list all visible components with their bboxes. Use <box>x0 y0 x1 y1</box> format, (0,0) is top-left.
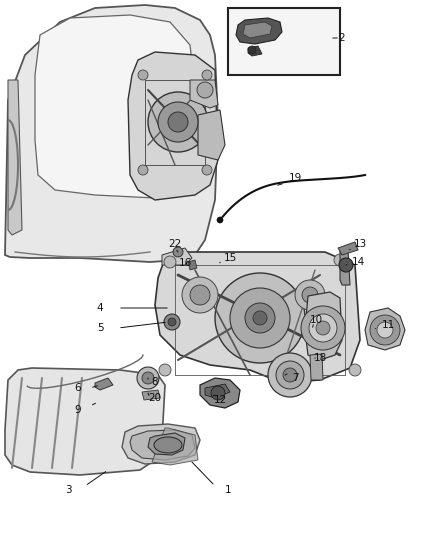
Text: 15: 15 <box>223 253 237 263</box>
Text: 5: 5 <box>97 323 103 333</box>
Bar <box>228 8 340 75</box>
Polygon shape <box>152 428 198 465</box>
Polygon shape <box>95 378 113 390</box>
Text: 20: 20 <box>148 393 162 403</box>
Text: 4: 4 <box>97 303 103 313</box>
Circle shape <box>301 306 345 350</box>
Circle shape <box>148 92 208 152</box>
Circle shape <box>173 247 183 257</box>
Text: 22: 22 <box>168 239 182 249</box>
Circle shape <box>159 364 171 376</box>
Circle shape <box>377 322 393 338</box>
Text: 2: 2 <box>339 33 345 43</box>
Polygon shape <box>35 15 195 198</box>
Circle shape <box>164 256 176 268</box>
Polygon shape <box>340 250 350 285</box>
Text: 3: 3 <box>65 485 71 495</box>
Text: 19: 19 <box>288 173 302 183</box>
Circle shape <box>339 258 353 272</box>
Circle shape <box>215 273 305 363</box>
Circle shape <box>137 367 159 389</box>
Circle shape <box>158 102 198 142</box>
Circle shape <box>283 368 297 382</box>
Text: 1: 1 <box>225 485 231 495</box>
Text: 7: 7 <box>292 373 298 383</box>
Polygon shape <box>155 252 360 382</box>
Text: 10: 10 <box>309 315 322 325</box>
Polygon shape <box>198 110 225 160</box>
Circle shape <box>276 361 304 389</box>
Polygon shape <box>5 368 165 475</box>
Circle shape <box>316 321 330 335</box>
Polygon shape <box>365 308 405 350</box>
Polygon shape <box>200 378 240 408</box>
Circle shape <box>253 311 267 325</box>
Text: 16: 16 <box>178 258 192 268</box>
Circle shape <box>211 386 225 400</box>
Circle shape <box>164 314 180 330</box>
Circle shape <box>190 285 210 305</box>
Circle shape <box>138 70 148 80</box>
Polygon shape <box>188 260 197 270</box>
Text: 8: 8 <box>152 377 158 387</box>
Circle shape <box>248 46 256 54</box>
Circle shape <box>197 82 213 98</box>
Polygon shape <box>248 46 262 56</box>
Polygon shape <box>5 5 218 262</box>
Circle shape <box>138 165 148 175</box>
Ellipse shape <box>154 437 182 453</box>
Circle shape <box>295 280 325 310</box>
Text: 18: 18 <box>313 353 327 363</box>
Polygon shape <box>128 52 218 200</box>
Circle shape <box>217 217 223 223</box>
Polygon shape <box>148 433 185 455</box>
Polygon shape <box>130 430 195 460</box>
Circle shape <box>349 364 361 376</box>
Circle shape <box>202 70 212 80</box>
Polygon shape <box>8 80 22 235</box>
Polygon shape <box>236 18 282 44</box>
Circle shape <box>142 372 154 384</box>
Text: 11: 11 <box>381 320 395 330</box>
Circle shape <box>202 165 212 175</box>
Text: 12: 12 <box>213 395 226 405</box>
Circle shape <box>334 254 346 266</box>
Text: 6: 6 <box>75 383 81 393</box>
Polygon shape <box>205 384 230 398</box>
Polygon shape <box>190 80 218 108</box>
Text: 13: 13 <box>353 239 367 249</box>
Polygon shape <box>310 354 323 380</box>
Circle shape <box>370 315 400 345</box>
Circle shape <box>230 288 290 348</box>
Polygon shape <box>243 22 272 38</box>
Circle shape <box>268 353 312 397</box>
Circle shape <box>309 314 337 342</box>
Polygon shape <box>338 242 358 255</box>
Polygon shape <box>142 390 160 400</box>
Polygon shape <box>122 424 200 464</box>
Text: 9: 9 <box>75 405 81 415</box>
Polygon shape <box>305 292 342 360</box>
Polygon shape <box>162 248 192 265</box>
Circle shape <box>302 287 318 303</box>
Circle shape <box>168 112 188 132</box>
Circle shape <box>168 318 176 326</box>
Circle shape <box>182 277 218 313</box>
Text: 14: 14 <box>351 257 364 267</box>
Circle shape <box>245 303 275 333</box>
